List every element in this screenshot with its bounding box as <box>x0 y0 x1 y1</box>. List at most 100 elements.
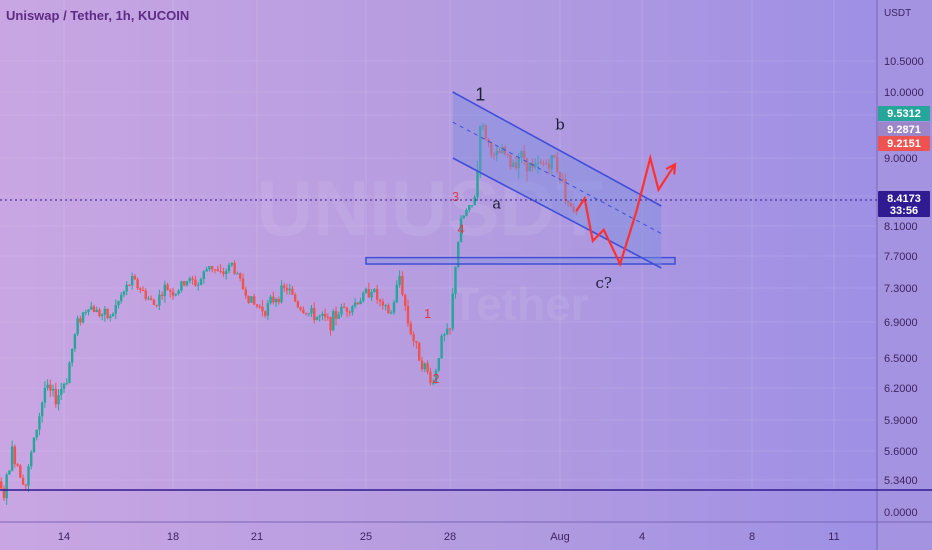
price-badge-label: 8.4173 <box>887 193 921 205</box>
candle-body <box>180 281 183 291</box>
candle-body <box>84 311 87 313</box>
candle-body <box>109 316 112 318</box>
y-tick-label: 6.2000 <box>884 383 918 395</box>
candle-body <box>141 290 145 292</box>
candle-body <box>51 388 55 391</box>
candle-body <box>10 446 14 471</box>
candle-body <box>120 294 123 302</box>
candle-body <box>387 305 390 314</box>
candle-body <box>166 284 169 291</box>
candle-body <box>506 154 509 156</box>
candle-body <box>130 276 134 286</box>
candle-body <box>495 150 498 156</box>
candle-body <box>87 309 90 312</box>
candle-body <box>575 211 578 213</box>
candle-body <box>398 275 401 285</box>
candle-body <box>412 334 415 342</box>
candle-body <box>561 178 564 180</box>
candle-body <box>250 296 253 303</box>
candle-body <box>46 384 49 389</box>
candle-body <box>564 179 567 201</box>
price-badge <box>878 136 930 151</box>
candle-body <box>253 296 256 305</box>
candle-body <box>139 288 142 291</box>
candle-body <box>247 295 250 303</box>
candle-body <box>426 363 429 372</box>
x-tick-label: 8 <box>749 531 755 543</box>
wave-label: 1 <box>424 306 431 321</box>
candle-body <box>434 370 438 383</box>
candle-body <box>216 269 219 272</box>
candle-body <box>291 288 294 295</box>
candle-body <box>79 318 82 323</box>
candle-body <box>362 292 365 301</box>
y-tick-label: 8.1000 <box>884 221 918 233</box>
candle-body <box>367 288 370 298</box>
candle-body <box>395 284 398 303</box>
candle-body <box>364 288 368 293</box>
candle-body <box>390 312 393 314</box>
projection-path <box>575 153 676 268</box>
candle-body <box>169 290 172 292</box>
candle-body <box>307 313 310 315</box>
candle-body <box>160 294 164 297</box>
x-tick-label: 11 <box>828 531 839 543</box>
wave-label: 1 <box>475 85 485 105</box>
candle-body <box>415 341 418 343</box>
candle-body <box>95 309 98 313</box>
candle-body <box>202 271 205 280</box>
candle-body <box>54 388 58 405</box>
wave-label: c? <box>596 274 612 292</box>
candle-body <box>334 311 338 319</box>
candle-body <box>429 371 432 383</box>
candle-body <box>545 163 548 165</box>
channel-fill <box>452 92 662 268</box>
candle-body <box>90 306 93 310</box>
channel-upper-line <box>452 91 662 207</box>
candle-body <box>266 303 270 316</box>
candle-body <box>163 284 167 297</box>
candle-body <box>125 284 128 292</box>
candle-body <box>420 360 424 370</box>
candle-body <box>241 278 245 290</box>
candle-body <box>470 205 474 207</box>
candle-body <box>501 146 504 154</box>
candle-body <box>553 155 556 158</box>
candle-body <box>38 416 41 430</box>
candle-body <box>21 477 25 485</box>
candle-body <box>111 313 115 317</box>
candle-body <box>423 363 426 370</box>
chart-title: Uniswap / Tether, 1h, KUCOIN <box>6 8 189 23</box>
candle-body <box>269 296 272 304</box>
wave-label: a <box>492 195 501 213</box>
wave-label: 2 <box>432 371 439 386</box>
price-badge <box>878 191 930 217</box>
candle-body <box>487 138 490 143</box>
candle-body <box>185 281 189 286</box>
candle-body <box>255 304 259 307</box>
candle-body <box>244 289 247 296</box>
candle-body <box>283 285 286 289</box>
candle-body <box>68 362 71 384</box>
candle-body <box>373 288 376 292</box>
candle-body <box>13 446 17 465</box>
candle-body <box>261 306 264 312</box>
price-badge-label: 9.5312 <box>887 108 921 120</box>
candle-body <box>329 317 332 331</box>
candle-body <box>525 158 529 172</box>
candle-body <box>302 309 305 313</box>
candle-body <box>536 162 540 164</box>
candle-body <box>437 358 440 371</box>
y-tick-label: 0.0000 <box>884 507 918 519</box>
candle-body <box>343 306 346 308</box>
x-tick-label: 14 <box>58 531 70 543</box>
candle-body <box>351 306 354 313</box>
candle-body <box>534 163 537 168</box>
candle-body <box>263 311 267 316</box>
candle-body <box>492 154 496 156</box>
price-badge-label: 9.2151 <box>887 138 921 150</box>
candle-body <box>280 285 283 303</box>
